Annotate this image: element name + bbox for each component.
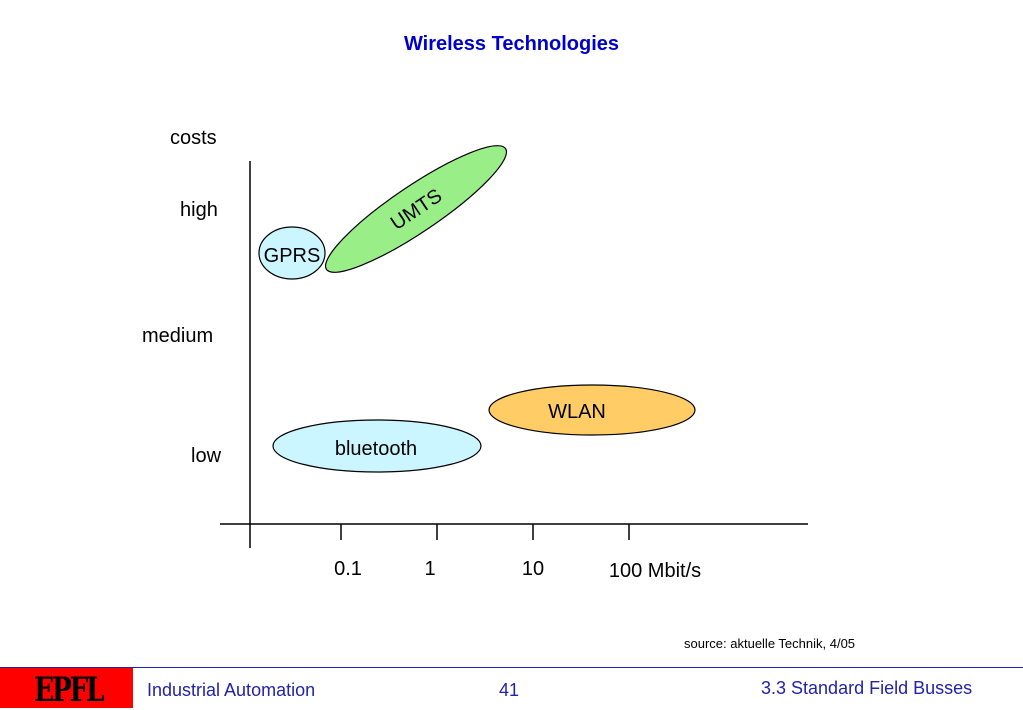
gprs-shape <box>258 226 326 280</box>
x-tick-label: 10 <box>522 558 544 580</box>
footer-page-number: 41 <box>499 680 520 700</box>
umts-shape <box>324 145 508 273</box>
wlan-shape <box>488 384 696 436</box>
epfl-logo: EPFL <box>0 668 133 710</box>
wlan-label: WLAN <box>548 401 606 423</box>
gprs-ellipse: GPRS <box>258 226 326 280</box>
epfl-logo-text: EPFL <box>34 670 105 710</box>
y-level-low: low <box>191 445 222 467</box>
x-tick-label: 100 Mbit/s <box>609 560 701 582</box>
footer-divider <box>0 667 1023 668</box>
gprs-label: GPRS <box>264 245 321 267</box>
slide-title: Wireless Technologies <box>403 33 620 55</box>
wlan-ellipse: WLAN <box>488 384 696 436</box>
source-note: source: aktuelle Technik, 4/05 <box>684 636 856 651</box>
x-tick-label: 0.1 <box>334 558 362 580</box>
bluetooth-shape <box>272 419 482 473</box>
bluetooth-ellipse: bluetooth <box>272 419 482 473</box>
y-axis-title: costs <box>170 127 217 149</box>
footer-course: Industrial Automation <box>147 680 316 700</box>
footer-section: 3.3 Standard Field Busses <box>761 678 973 698</box>
y-level-high: high <box>180 199 218 221</box>
y-level-medium: medium <box>142 325 214 347</box>
umts-ellipse: UMTS <box>324 145 508 273</box>
x-tick-label: 1 <box>424 558 435 580</box>
bluetooth-label: bluetooth <box>335 438 417 460</box>
